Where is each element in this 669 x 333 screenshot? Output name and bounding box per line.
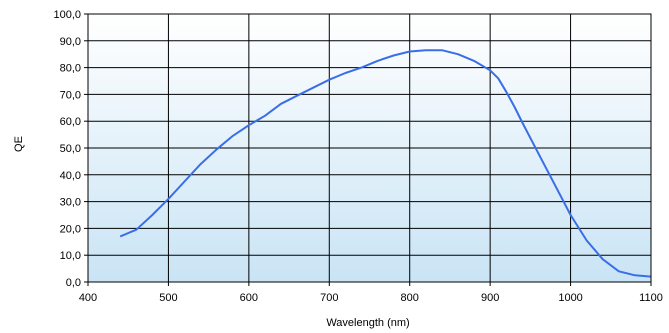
y-tick-label: 50,0 xyxy=(60,143,81,155)
x-tick-label: 1100 xyxy=(639,292,663,304)
y-tick-label: 100,0 xyxy=(53,9,81,21)
x-tick-label: 700 xyxy=(320,292,338,304)
y-tick-label: 90,0 xyxy=(60,36,81,48)
y-axis-ticks: 0,0 10,0 20,0 30,0 40,0 50,0 60,0 70,0 80,0 90,0 1… xyxy=(53,9,88,289)
x-tick-label: 1000 xyxy=(558,292,582,304)
qe-series-line xyxy=(119,49,652,278)
x-tick-label: 800 xyxy=(401,292,419,304)
y-tick-label: 30,0 xyxy=(60,197,81,209)
x-tick-label: 500 xyxy=(159,292,177,304)
y-tick-label: 80,0 xyxy=(60,63,81,75)
x-tick-label: 600 xyxy=(240,292,258,304)
y-tick-label: 10,0 xyxy=(60,250,81,262)
plot-frame xyxy=(87,13,652,283)
y-tick-label: 40,0 xyxy=(60,170,81,182)
y-tick-label: 20,0 xyxy=(60,223,81,235)
x-axis-label: Wavelength (nm) xyxy=(326,317,409,329)
y-tick-label: 70,0 xyxy=(60,89,81,101)
y-tick-label: 0,0 xyxy=(66,277,81,289)
y-tick-label: 60,0 xyxy=(60,116,81,128)
x-axis-ticks: 400 500 600 700 800 900 1000 1100 xyxy=(79,282,663,304)
x-tick-label: 900 xyxy=(481,292,499,304)
x-tick-label: 400 xyxy=(79,292,97,304)
y-axis-label: QE xyxy=(13,136,25,152)
